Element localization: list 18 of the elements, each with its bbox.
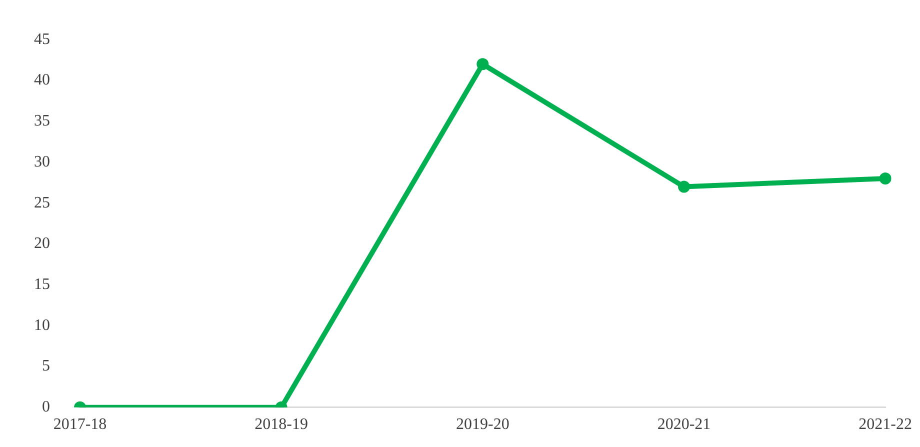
point	[879, 172, 892, 185]
x-tick-label: 2021-22	[858, 416, 912, 434]
x-tick-label: 2017-18	[53, 416, 107, 434]
y-tick-label: 25	[34, 194, 50, 212]
point	[476, 58, 489, 70]
y-tick-label: 5	[42, 358, 50, 375]
y-tick-label: 15	[34, 276, 50, 294]
y-tick-label: 0	[42, 398, 50, 416]
y-tick-label: 40	[34, 72, 50, 89]
x-tick-label: 2018-19	[254, 416, 308, 434]
y-tick-label: 35	[34, 112, 50, 130]
x-tick-label: 2019-20	[456, 416, 510, 434]
y-tick-label: 20	[34, 235, 50, 252]
y-tick-label: 30	[34, 153, 50, 170]
y-tick-label: 10	[34, 316, 50, 334]
x-tick-label: 2020-21	[657, 416, 711, 434]
y-tick-label: 45	[34, 30, 50, 48]
point	[678, 180, 690, 193]
